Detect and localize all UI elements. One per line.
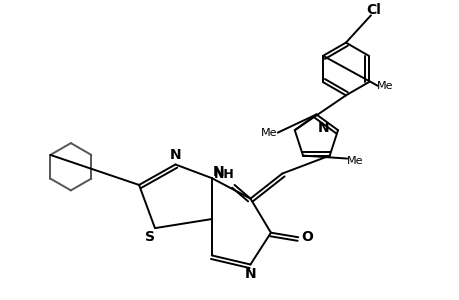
Text: NH: NH [213,168,234,181]
Text: Me: Me [376,81,393,91]
Text: Me: Me [261,128,277,138]
Text: N: N [244,267,256,280]
Text: Cl: Cl [365,3,380,17]
Text: S: S [145,230,155,244]
Text: Me: Me [347,156,363,166]
Text: N: N [169,148,181,162]
Text: N: N [317,121,328,135]
Text: N: N [213,165,224,179]
Text: O: O [301,230,313,244]
